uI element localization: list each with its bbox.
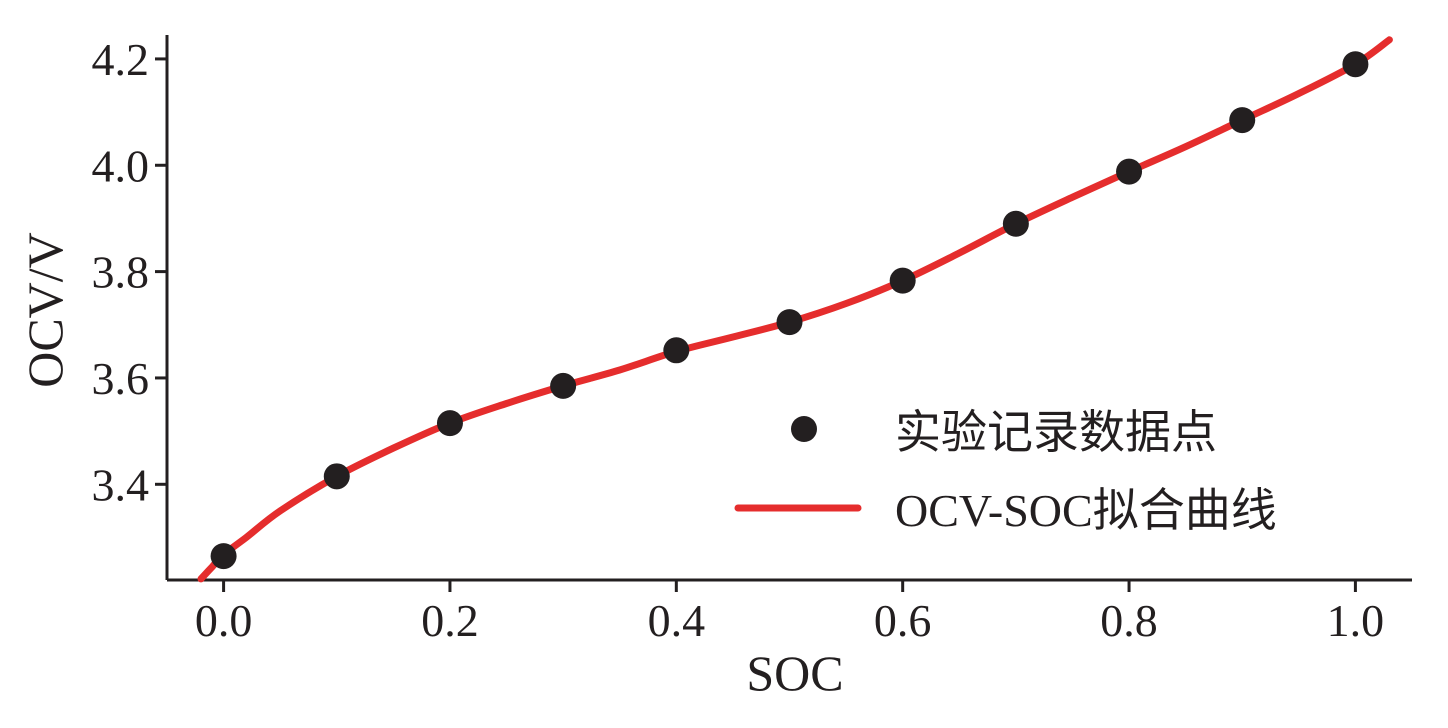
- x-tick-label: 1.0: [1327, 595, 1385, 646]
- plot-area: 0.0 0.2 0.4 0.6 0.8 1.0 3.4 3.6 3.8 4.0 4.2: [92, 34, 1412, 646]
- legend: 实验记录数据点 OCV-SOC拟合曲线: [734, 407, 1277, 536]
- x-tick-label: 0.0: [195, 595, 253, 646]
- data-point: [663, 337, 690, 364]
- data-point: [776, 309, 803, 336]
- legend-point-marker: [791, 416, 817, 442]
- y-tick-label: 3.8: [92, 247, 150, 298]
- x-tick-label: 0.2: [421, 595, 479, 646]
- data-points: [210, 51, 1369, 570]
- data-point: [323, 463, 350, 490]
- legend-line-label: OCV-SOC拟合曲线: [895, 485, 1277, 536]
- y-tick-label: 4.2: [92, 34, 150, 85]
- data-point: [550, 372, 577, 399]
- x-axis-label: SOC: [746, 645, 843, 701]
- data-point: [436, 410, 463, 437]
- data-point: [1229, 107, 1256, 134]
- data-point: [889, 267, 916, 294]
- x-axis-ticks: 0.0 0.2 0.4 0.6 0.8 1.0: [195, 580, 1384, 646]
- x-tick-label: 0.4: [648, 595, 706, 646]
- y-tick-label: 3.6: [92, 353, 150, 404]
- data-point: [210, 543, 237, 570]
- y-axis-ticks: 3.4 3.6 3.8 4.0 4.2: [92, 34, 167, 510]
- data-point: [1342, 51, 1369, 78]
- x-tick-label: 0.8: [1100, 595, 1158, 646]
- y-tick-label: 4.0: [92, 140, 150, 191]
- x-tick-label: 0.6: [874, 595, 932, 646]
- data-point: [1002, 210, 1029, 237]
- y-tick-label: 3.4: [92, 459, 150, 510]
- data-point: [1116, 158, 1143, 185]
- fit-curve-line: [197, 36, 1393, 583]
- y-axis-label: OCV/V: [17, 232, 73, 388]
- legend-points-label: 实验记录数据点: [895, 407, 1217, 458]
